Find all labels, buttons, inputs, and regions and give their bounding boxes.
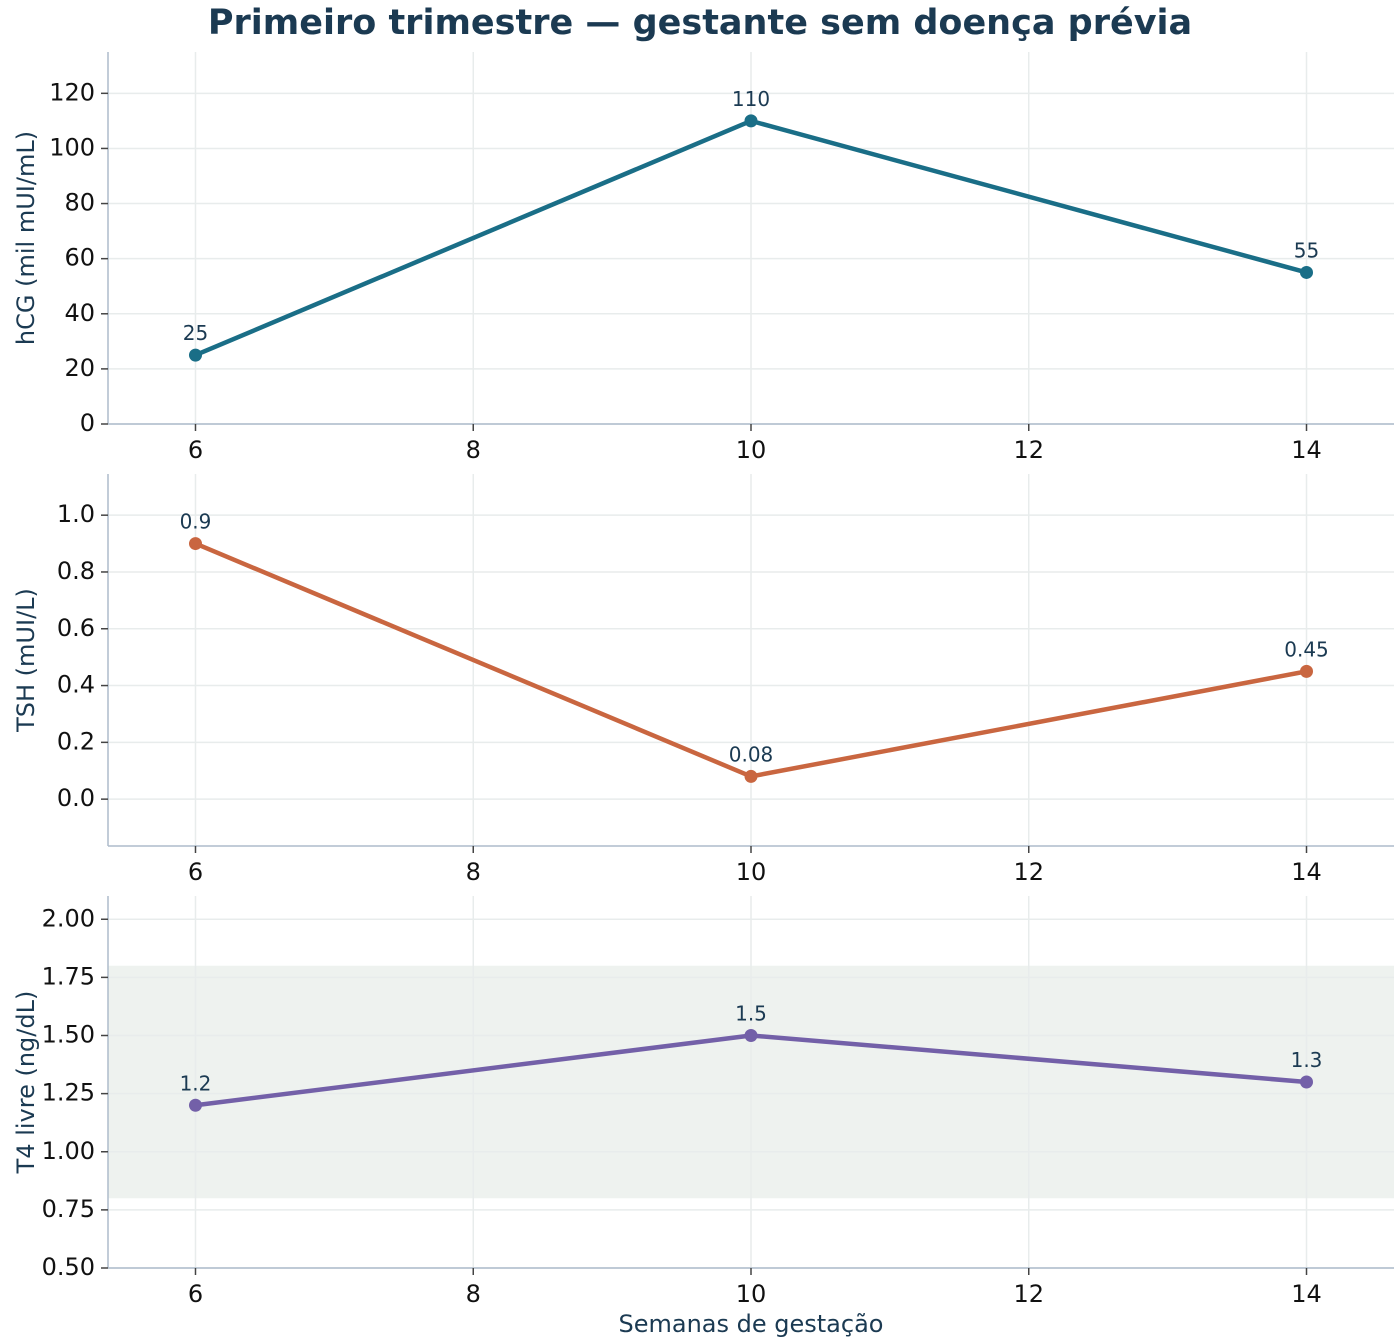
y-tick-label: 0.4: [57, 671, 95, 699]
data-point[interactable]: [744, 769, 758, 783]
data-point[interactable]: [1300, 265, 1314, 279]
x-tick-label: 12: [1013, 436, 1044, 464]
x-tick-label: 8: [466, 1280, 481, 1308]
data-label: 0.08: [729, 742, 774, 766]
x-tick-label: 10: [736, 1280, 767, 1308]
x-tick-label: 8: [466, 436, 481, 464]
y-tick-label: 100: [49, 133, 95, 161]
y-tick-label: 0.75: [42, 1195, 95, 1223]
y-tick-label: 0.2: [57, 727, 95, 755]
x-tick-label: 12: [1013, 1280, 1044, 1308]
data-point[interactable]: [1300, 1075, 1314, 1089]
data-point[interactable]: [744, 1029, 758, 1042]
data-label: 1.3: [1291, 1048, 1323, 1072]
data-label: 0.45: [1284, 637, 1329, 661]
panel-hcg: 0 20 40 60 80 100 120 6 8 10 12 14 hCG (mil mUI/mL) 2…: [12, 52, 1394, 464]
data-label: 55: [1294, 238, 1319, 262]
data-point[interactable]: [188, 348, 202, 362]
y-tick-label: 0: [80, 409, 95, 437]
x-tick-label: 10: [736, 436, 767, 464]
y-tick-label: 0.8: [57, 557, 95, 585]
x-tick-label: 14: [1291, 436, 1322, 464]
y-tick-label: 1.50: [42, 1021, 95, 1049]
x-tick-label: 6: [188, 1280, 203, 1308]
y-tick-label: 0.6: [57, 614, 95, 642]
y-axis-label-tsh: TSH (mUI/L): [12, 588, 40, 733]
y-tick-label: 40: [64, 299, 95, 327]
y-tick-label: 0.0: [57, 784, 95, 812]
x-tick-label: 6: [188, 436, 203, 464]
y-tick-label: 60: [64, 244, 95, 272]
data-label: 25: [183, 321, 208, 345]
x-tick-label: 6: [188, 858, 203, 886]
data-point[interactable]: [1300, 664, 1314, 678]
data-point[interactable]: [744, 114, 758, 128]
panel-tsh: 0.0 0.2 0.4 0.6 0.8 1.0 6 8 10 12 14 TSH (mUI/L) 0.9…: [12, 474, 1394, 886]
data-label: 1.5: [735, 1002, 767, 1026]
y-axis-label-t4: T4 livre (ng/dL): [12, 991, 40, 1175]
data-label: 110: [732, 87, 770, 111]
data-label: 0.9: [180, 510, 212, 534]
y-tick-label: 120: [49, 78, 95, 106]
y-tick-label: 0.50: [42, 1253, 95, 1281]
x-tick-label: 10: [736, 858, 767, 886]
y-tick-label: 1.0: [57, 500, 95, 528]
x-tick-label: 12: [1013, 858, 1044, 886]
x-tick-label: 14: [1291, 858, 1322, 886]
data-point[interactable]: [188, 1098, 202, 1112]
y-tick-label: 1.25: [42, 1079, 95, 1107]
x-axis-label: Semanas de gestação: [619, 1310, 884, 1338]
x-tick-label: 14: [1291, 1280, 1322, 1308]
y-tick-label: 1.75: [42, 962, 95, 990]
panel-t4: 0.50 0.75 1.00 1.25 1.50 1.75 2.00 6 8 10 12 14 T4 l…: [12, 896, 1394, 1308]
y-tick-label: 20: [64, 354, 95, 382]
x-tick-label: 8: [466, 858, 481, 886]
data-point[interactable]: [188, 537, 202, 551]
data-label: 1.2: [180, 1071, 212, 1095]
y-tick-label: 1.00: [42, 1137, 95, 1165]
chart-title: Primeiro trimestre — gestante sem doença…: [207, 3, 1193, 43]
y-tick-label: 80: [64, 189, 95, 217]
y-axis-label-hcg: hCG (mil mUI/mL): [12, 131, 40, 345]
y-tick-label: 2.00: [42, 904, 95, 932]
